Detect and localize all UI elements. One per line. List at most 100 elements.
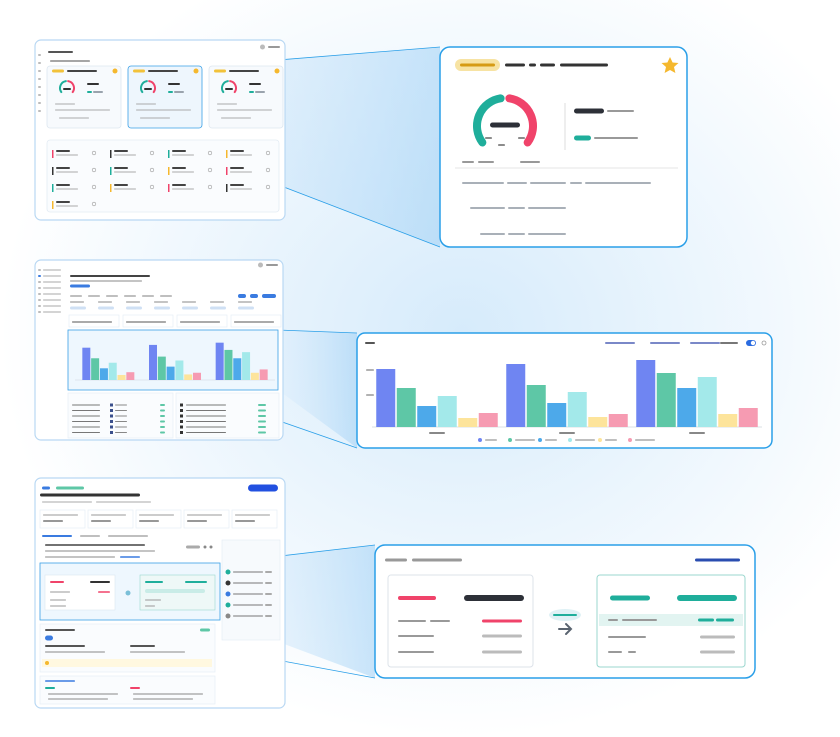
mini-card xyxy=(176,314,228,328)
placeholder xyxy=(87,91,92,93)
placeholder xyxy=(258,420,266,423)
placeholder xyxy=(398,620,426,622)
placeholder xyxy=(38,62,41,64)
placeholder xyxy=(67,70,97,72)
placeholder xyxy=(136,109,191,111)
placeholder xyxy=(126,321,166,323)
dot xyxy=(265,167,271,173)
placeholder xyxy=(258,431,266,434)
placeholder xyxy=(142,295,154,297)
placeholder xyxy=(485,439,497,441)
placeholder xyxy=(91,514,126,516)
placeholder xyxy=(98,306,114,310)
placeholder xyxy=(48,51,73,53)
placeholder xyxy=(249,83,261,85)
icon xyxy=(110,425,113,429)
placeholder xyxy=(258,415,266,417)
placeholder xyxy=(366,394,374,396)
legend-dot xyxy=(628,438,632,442)
bar xyxy=(91,358,100,380)
placeholder xyxy=(233,604,263,606)
bar xyxy=(108,362,117,380)
bar xyxy=(608,414,628,427)
placeholder xyxy=(50,605,66,607)
placeholder xyxy=(172,171,194,173)
icon xyxy=(110,431,113,434)
gauge-arc xyxy=(59,80,67,94)
placeholder xyxy=(115,415,127,417)
tag xyxy=(168,150,170,158)
bar xyxy=(547,403,567,427)
placeholder xyxy=(56,154,78,156)
placeholder xyxy=(172,154,194,156)
bar xyxy=(157,356,166,380)
placeholder xyxy=(268,46,280,48)
placeholder xyxy=(50,581,64,583)
placeholder xyxy=(462,161,474,163)
placeholder xyxy=(518,137,525,139)
placeholder xyxy=(460,63,495,67)
placeholder xyxy=(148,70,178,72)
placeholder xyxy=(575,439,595,441)
placeholder xyxy=(43,287,61,289)
dot xyxy=(265,150,271,156)
placeholder xyxy=(38,287,41,289)
placeholder xyxy=(186,410,226,411)
placeholder xyxy=(88,295,100,297)
bar xyxy=(259,369,268,380)
placeholder xyxy=(720,342,738,344)
placeholder xyxy=(172,150,186,152)
placeholder xyxy=(529,63,536,67)
icon xyxy=(180,425,183,429)
dot xyxy=(91,184,97,190)
placeholder xyxy=(182,301,196,303)
card xyxy=(127,65,203,129)
tag xyxy=(168,167,170,175)
legend-dot xyxy=(478,438,482,442)
placeholder xyxy=(130,645,155,647)
star xyxy=(112,68,118,74)
arrow xyxy=(558,623,573,635)
placeholder xyxy=(160,431,165,434)
placeholder xyxy=(628,651,636,653)
placeholder xyxy=(553,614,577,616)
placeholder xyxy=(265,593,272,595)
placeholder xyxy=(108,535,148,537)
placeholder xyxy=(266,264,278,266)
placeholder xyxy=(200,628,210,632)
placeholder xyxy=(250,294,258,298)
placeholder xyxy=(615,182,651,184)
icon xyxy=(761,340,767,346)
placeholder xyxy=(265,615,272,617)
placeholder xyxy=(145,605,155,607)
placeholder xyxy=(545,439,557,441)
placeholder xyxy=(126,301,140,303)
placeholder xyxy=(160,409,165,412)
layer xyxy=(34,39,773,709)
avatar xyxy=(225,569,231,575)
placeholder xyxy=(217,109,272,111)
bar xyxy=(417,406,437,427)
placeholder xyxy=(700,650,735,654)
placeholder xyxy=(462,182,504,184)
placeholder xyxy=(258,404,266,406)
bar xyxy=(506,364,526,427)
bar xyxy=(224,349,233,380)
placeholder xyxy=(115,410,127,411)
placeholder xyxy=(43,520,63,522)
placeholder xyxy=(56,201,70,203)
dot xyxy=(149,150,155,156)
gauge-arc xyxy=(229,80,237,94)
placeholder xyxy=(594,137,638,139)
placeholder xyxy=(249,91,254,93)
placeholder xyxy=(70,284,90,288)
placeholder xyxy=(610,595,650,601)
placeholder xyxy=(180,321,220,323)
placeholder xyxy=(605,439,617,441)
placeholder xyxy=(154,301,168,303)
icon xyxy=(180,409,183,412)
placeholder xyxy=(185,581,207,583)
placeholder xyxy=(520,161,540,163)
placeholder xyxy=(482,634,522,638)
bar xyxy=(526,385,546,427)
